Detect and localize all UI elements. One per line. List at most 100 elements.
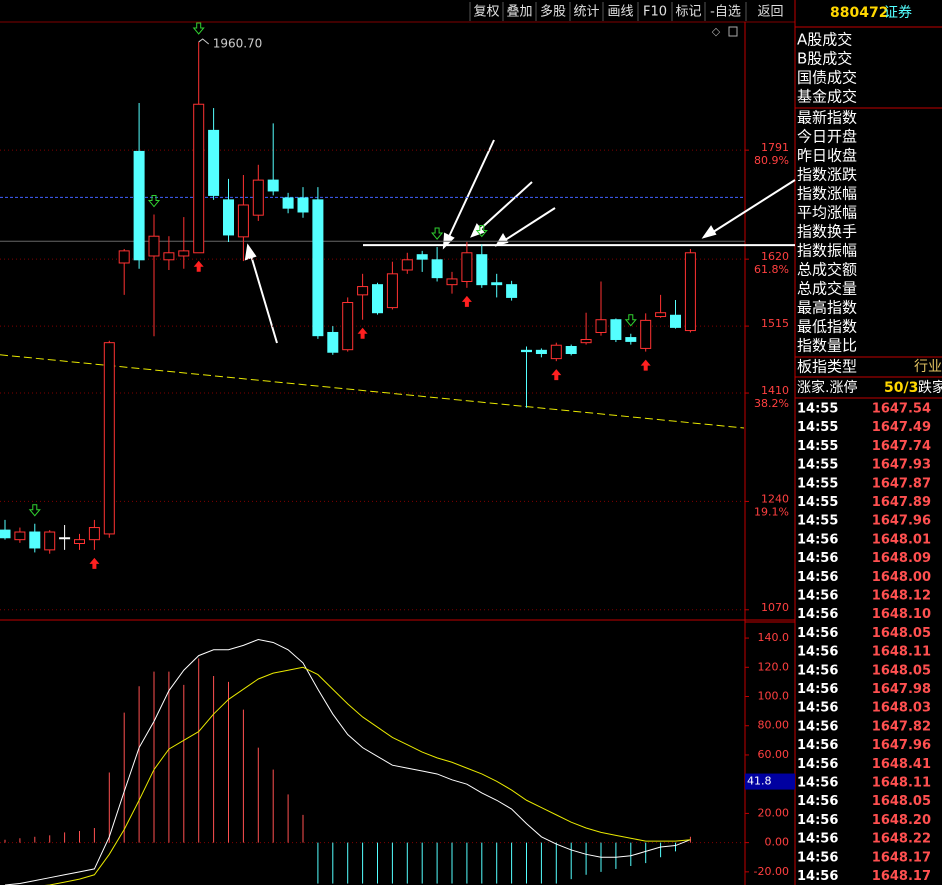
candle-body xyxy=(44,531,56,551)
tick-price: 1647.82 xyxy=(872,719,931,734)
y-tick-label: 1515 xyxy=(761,317,789,330)
candle-body xyxy=(401,259,413,271)
candle-body xyxy=(312,199,324,337)
tick-price: 1648.17 xyxy=(872,850,931,865)
tick-time: 14:56 xyxy=(797,645,838,660)
panel-label: 总成交额 xyxy=(797,261,857,279)
tick-price: 1648.00 xyxy=(872,570,931,585)
buy-arrow xyxy=(193,260,204,272)
buy-arrow xyxy=(640,359,651,371)
tick-time: 14:55 xyxy=(797,476,838,491)
tick-time: 14:56 xyxy=(797,794,838,809)
y-tick-label: 1620 xyxy=(761,250,789,263)
candle-body xyxy=(252,179,264,216)
candle-body xyxy=(416,254,428,260)
tick-time: 14:55 xyxy=(797,495,838,510)
candle-body xyxy=(148,235,160,257)
panel-label: 总成交量 xyxy=(797,280,857,298)
tick-price: 1648.20 xyxy=(872,813,931,828)
panel-label: 指数换手 xyxy=(797,223,857,241)
tick-time: 14:56 xyxy=(797,589,838,604)
tick-time: 14:56 xyxy=(797,551,838,566)
tick-price: 1647.54 xyxy=(872,402,931,417)
candle-body xyxy=(580,338,592,344)
panel-label: 指数量比 xyxy=(797,337,857,355)
tick-price: 1647.87 xyxy=(872,476,931,491)
candle-body xyxy=(282,197,294,209)
candle-body xyxy=(446,278,458,286)
stock-name: 证券 xyxy=(884,5,912,21)
tick-time: 14:55 xyxy=(797,514,838,529)
tick-price: 1647.96 xyxy=(872,514,931,529)
tick-time: 14:55 xyxy=(797,402,838,417)
candle-body xyxy=(610,319,622,340)
candle-body xyxy=(133,150,145,261)
tick-price: 1648.03 xyxy=(872,701,931,716)
candle-body xyxy=(670,314,681,328)
candle-body xyxy=(327,331,339,353)
peak-pointer xyxy=(198,38,210,45)
toolbar-button[interactable]: 画线 xyxy=(607,5,633,20)
toolbar-button[interactable]: 多股 xyxy=(540,4,566,20)
toolbar-button[interactable]: 复权 xyxy=(473,4,499,20)
sell-arrow xyxy=(192,22,205,35)
panel-value: 行业 xyxy=(914,359,942,375)
candle-body xyxy=(297,197,309,213)
tick-price: 1648.10 xyxy=(872,607,931,622)
y-tick-label: 1070 xyxy=(761,601,789,614)
candle-body xyxy=(431,259,443,279)
icon[interactable]: ◇ xyxy=(712,25,721,38)
y-tick-label: 140.0 xyxy=(758,631,790,644)
toolbar-button[interactable]: 统计 xyxy=(573,5,599,20)
icon[interactable] xyxy=(728,26,738,37)
tick-price: 1648.22 xyxy=(872,832,931,847)
tick-price: 1648.05 xyxy=(872,626,931,641)
sell-arrow xyxy=(624,314,637,327)
candle-body xyxy=(208,129,220,196)
panel-label: 板指类型 xyxy=(797,358,857,376)
toolbar-button[interactable]: 叠加 xyxy=(506,5,532,20)
panel-label: 今日开盘 xyxy=(797,128,857,146)
panel-label: 最低指数 xyxy=(797,318,857,336)
tick-time: 14:56 xyxy=(797,869,838,884)
candle-body xyxy=(237,204,249,238)
panel-label: 平均涨幅 xyxy=(797,204,857,222)
fib-label: 80.9% xyxy=(754,154,789,167)
panel-label: B股成交 xyxy=(797,50,852,68)
y-tick-label: 1791 xyxy=(761,141,789,154)
y-tick-label: 80.00 xyxy=(758,719,790,732)
stock-code: 880472 xyxy=(830,5,888,21)
tick-time: 14:56 xyxy=(797,832,838,847)
cursor-label: 41.8 xyxy=(747,775,772,788)
panel-label: 昨日收盘 xyxy=(797,147,857,165)
candle-body xyxy=(0,529,11,539)
candle-body xyxy=(461,252,473,282)
candle-body xyxy=(59,537,71,540)
toolbar-button[interactable]: F10 xyxy=(643,5,667,20)
tick-time: 14:56 xyxy=(797,626,838,641)
tick-price: 1647.96 xyxy=(872,738,931,753)
candle-body xyxy=(625,337,637,342)
tick-time: 14:56 xyxy=(797,850,838,865)
tick-price: 1648.12 xyxy=(872,589,931,604)
y-tick-label: 1240 xyxy=(761,492,789,505)
tick-time: 14:55 xyxy=(797,420,838,435)
tick-price: 1648.11 xyxy=(872,776,931,791)
toolbar-button[interactable]: 返回 xyxy=(757,5,783,20)
tick-price: 1648.41 xyxy=(872,757,931,772)
candle-body xyxy=(535,349,547,355)
tick-price: 1648.09 xyxy=(872,551,931,566)
panel-label: 指数涨幅 xyxy=(797,185,857,203)
candle-body xyxy=(342,302,354,351)
y-tick-label: 100.0 xyxy=(758,690,790,703)
panel-label: 指数振幅 xyxy=(797,242,857,260)
toolbar-button[interactable]: 标记 xyxy=(675,5,701,20)
y-tick-label: 120.0 xyxy=(758,660,790,673)
toolbar-button[interactable]: -自选 xyxy=(710,5,741,20)
tick-time: 14:56 xyxy=(797,663,838,678)
sell-arrow xyxy=(475,224,488,238)
y-tick-label: -20.00 xyxy=(754,865,789,878)
tick-time: 14:56 xyxy=(797,532,838,547)
